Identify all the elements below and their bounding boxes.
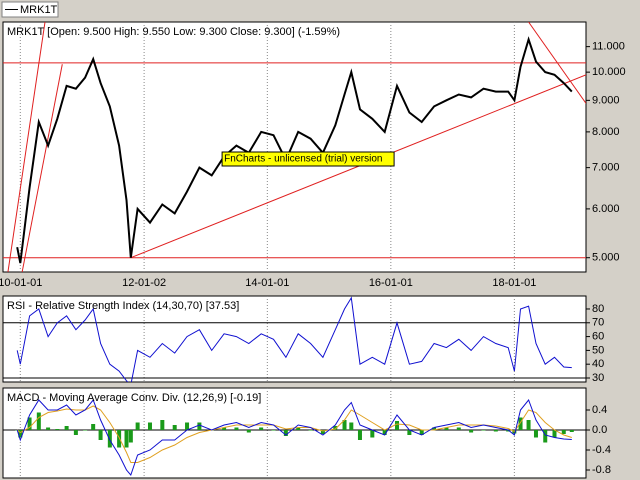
histogram-bar <box>342 420 347 430</box>
histogram-bar <box>172 425 177 430</box>
histogram-bar <box>27 417 32 430</box>
plot-area <box>2 21 587 273</box>
histogram-bar <box>18 430 23 438</box>
histogram-bar <box>128 430 133 443</box>
series-line <box>16 399 572 476</box>
trend-line <box>21 64 63 272</box>
histogram-bar <box>308 430 313 431</box>
histogram-bar <box>222 427 227 430</box>
histogram-bar <box>259 427 264 430</box>
x-tick-label: 18-01-01 <box>492 277 536 289</box>
y-tick-label: -0.8 <box>592 464 611 476</box>
y-tick-label: 30 <box>592 372 604 384</box>
histogram-bar <box>407 430 412 435</box>
histogram-bar <box>135 422 140 430</box>
y-tick-label: -0.4 <box>592 444 611 456</box>
histogram-bar <box>543 430 548 443</box>
histogram-bar <box>518 417 523 430</box>
histogram-bar <box>64 426 69 430</box>
histogram-bar <box>370 430 375 438</box>
histogram-bar <box>444 427 449 430</box>
histogram-bar <box>46 427 51 430</box>
panel-title: MACD - Moving Average Conv. Div. (12,26,… <box>7 392 261 404</box>
y-tick-label: 80 <box>592 303 604 315</box>
y-tick-label: 7.000 <box>592 162 620 174</box>
histogram-bar <box>246 430 251 433</box>
histogram-bar <box>569 430 574 432</box>
histogram-bar <box>382 430 387 435</box>
trend-line <box>528 22 586 104</box>
histogram-bar <box>481 430 486 431</box>
histogram-bar <box>98 430 103 440</box>
watermark: FnCharts - unlicensed (trial) version <box>224 154 382 165</box>
histogram-bar <box>36 412 41 430</box>
series-line <box>16 405 572 463</box>
histogram-bar <box>349 422 354 430</box>
plot-area <box>2 295 587 383</box>
y-tick-label: 8.000 <box>592 126 620 138</box>
histogram-bar <box>234 427 239 430</box>
histogram-bar <box>561 430 566 434</box>
histogram-bar <box>432 427 437 430</box>
histogram-bar <box>357 430 362 440</box>
histogram-bar <box>197 422 202 430</box>
histogram-bar <box>160 420 165 430</box>
histogram-bar <box>124 430 129 448</box>
legend-entry[interactable]: MRK1T <box>20 4 58 16</box>
x-tick-label: 16-01-01 <box>369 277 413 289</box>
y-tick-label: 11.000 <box>592 41 625 53</box>
y-tick-label: 10.000 <box>592 66 626 78</box>
y-tick-label: 6.000 <box>592 203 620 215</box>
y-tick-label: 0.4 <box>592 404 607 416</box>
histogram-bar <box>91 424 96 430</box>
histogram-bar <box>296 427 301 430</box>
histogram-bar <box>107 430 112 448</box>
watermark-box <box>221 151 395 167</box>
histogram-bar <box>320 430 325 434</box>
histogram-bar <box>271 430 276 431</box>
histogram-bar <box>456 427 461 430</box>
y-tick-label: 5.000 <box>592 252 620 264</box>
histogram-bar <box>73 430 78 435</box>
histogram-bar <box>419 430 424 435</box>
histogram-bar <box>185 422 190 430</box>
histogram-bar <box>469 430 474 433</box>
histogram-bar <box>506 430 511 432</box>
trend-line <box>7 22 46 272</box>
histogram-bar <box>526 420 531 430</box>
histogram-bar <box>83 430 88 431</box>
x-tick-label: 10-01-01 <box>0 277 42 289</box>
y-tick-label: 70 <box>592 317 604 329</box>
series-line <box>16 296 572 382</box>
y-tick-label: 50 <box>592 344 604 356</box>
histogram-bar <box>283 430 288 436</box>
histogram-bar <box>493 430 498 432</box>
panel-title: RSI - Relative Strength Index (14,30,70)… <box>7 300 239 312</box>
y-tick-label: 60 <box>592 330 604 342</box>
histogram-bar <box>395 421 400 430</box>
histogram-bar <box>533 430 538 438</box>
histogram-bar <box>552 430 557 438</box>
x-tick-label: 14-01-01 <box>245 277 289 289</box>
histogram-bar <box>117 430 122 448</box>
legend-box[interactable] <box>1 1 59 18</box>
histogram-bar <box>333 426 338 430</box>
y-tick-label: 9.000 <box>592 94 620 106</box>
panel-title: MRK1T [Open: 9.500 High: 9.550 Low: 9.30… <box>7 26 340 38</box>
histogram-bar <box>147 422 152 430</box>
y-tick-label: 40 <box>592 358 604 370</box>
histogram-bar <box>55 429 60 430</box>
y-tick-label: 0.0 <box>592 424 607 436</box>
x-tick-label: 12-01-02 <box>122 277 166 289</box>
